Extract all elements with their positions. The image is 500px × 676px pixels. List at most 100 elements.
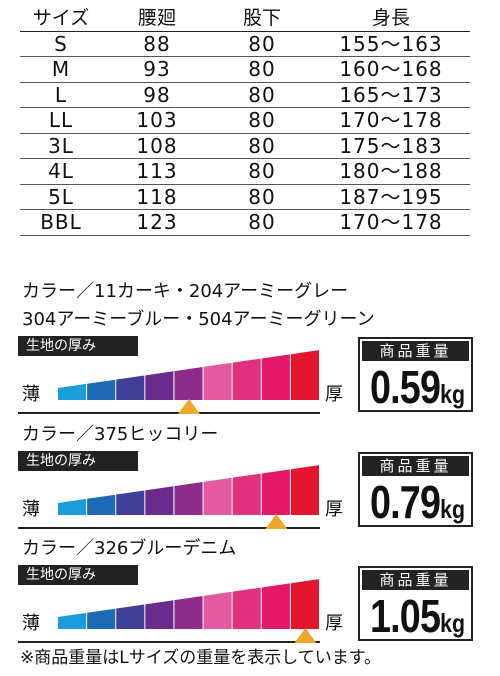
cell-waist: 93 <box>102 56 212 83</box>
cell-height: 160～168 <box>312 56 470 83</box>
thick-label: 厚 <box>325 384 343 405</box>
thick-label: 厚 <box>325 499 343 520</box>
weight-value: 0.79kg <box>369 476 465 538</box>
weight-box: 商品重量 0.59kg <box>358 337 473 412</box>
thickness-segment <box>87 608 116 629</box>
thickness-scale <box>18 451 320 529</box>
thickness-segment <box>145 600 174 629</box>
cell-size: L <box>20 82 102 108</box>
thickness-segment <box>261 469 290 515</box>
cell-waist: 113 <box>102 158 212 185</box>
color-title-line-1: カラー／11カーキ・204アーミーグレー <box>22 281 349 302</box>
cell-waist: 123 <box>102 209 212 236</box>
cell-height: 180～188 <box>312 158 470 185</box>
thickness-segment <box>290 465 319 515</box>
thickness-segment <box>145 371 174 400</box>
cell-size: BBL <box>20 209 102 236</box>
color-title-line-1: カラー／326ブルーデニム <box>22 538 237 559</box>
weight-number: 0.59 <box>369 361 441 413</box>
thickness-segment <box>116 604 145 629</box>
thickness-label: 生地の厚み <box>18 451 138 471</box>
thin-label: 薄 <box>22 613 40 634</box>
cell-inseam: 80 <box>212 82 312 108</box>
cell-inseam: 80 <box>212 56 312 83</box>
weight-box: 商品重量 0.79kg <box>358 452 473 527</box>
thickness-pointer <box>178 399 200 414</box>
cell-waist: 103 <box>102 107 212 134</box>
cell-height: 170～178 <box>312 107 470 134</box>
cell-waist: 108 <box>102 133 212 159</box>
thickness-meter: 生地の厚み 薄 厚 <box>18 565 343 643</box>
cell-inseam: 80 <box>212 209 312 236</box>
thickness-segment <box>203 591 232 629</box>
cell-size: S <box>20 31 102 57</box>
thickness-meter: 生地の厚み 薄 厚 <box>18 451 343 529</box>
thickness-segment <box>58 612 87 629</box>
size-table-header: サイズ 腰廻 股下 身長 <box>20 6 470 32</box>
thickness-segment <box>116 490 145 515</box>
header-height: 身長 <box>312 6 470 32</box>
cell-inseam: 80 <box>212 184 312 210</box>
thickness-segment <box>261 354 290 400</box>
header-waist: 腰廻 <box>102 6 212 32</box>
thickness-segment <box>87 379 116 400</box>
thickness-scale-graphic <box>58 579 319 643</box>
thickness-segment <box>232 473 261 515</box>
thick-label: 厚 <box>325 613 343 634</box>
footnote: ※商品重量はLサイズの重量を表示しています。 <box>20 648 381 668</box>
cell-waist: 88 <box>102 31 212 57</box>
weight-value: 1.05kg <box>369 590 465 652</box>
cell-height: 187～195 <box>312 184 470 210</box>
thin-label: 薄 <box>22 499 40 520</box>
thickness-meter: 生地の厚み 薄 厚 <box>18 336 343 414</box>
cell-inseam: 80 <box>212 107 312 134</box>
thickness-segment <box>174 367 203 400</box>
thickness-segment <box>290 350 319 400</box>
table-row: 3L 108 80 175～183 <box>20 133 470 159</box>
table-row: 4L 113 80 180～188 <box>20 158 470 185</box>
cell-inseam: 80 <box>212 158 312 185</box>
cell-size: 4L <box>20 158 102 185</box>
cell-waist: 98 <box>102 82 212 108</box>
thickness-label: 生地の厚み <box>18 336 138 356</box>
color-title-line-1: カラー／375ヒッコリー <box>22 424 219 445</box>
thickness-segment <box>174 596 203 629</box>
weight-box: 商品重量 1.05kg <box>358 566 473 641</box>
cell-inseam: 80 <box>212 133 312 159</box>
table-row: S 88 80 155～163 <box>20 31 470 57</box>
thickness-segment <box>58 383 87 400</box>
header-inseam: 股下 <box>212 6 312 32</box>
cell-size: 5L <box>20 184 102 210</box>
table-row: 5L 118 80 187～195 <box>20 184 470 210</box>
size-table: サイズ 腰廻 股下 身長 S 88 80 155～163 M 93 80 160… <box>20 6 470 236</box>
weight-unit: kg <box>440 379 466 409</box>
cell-size: M <box>20 56 102 83</box>
cell-size: LL <box>20 107 102 134</box>
weight-number: 1.05 <box>369 590 441 642</box>
thickness-scale-graphic <box>58 350 319 414</box>
thickness-segment <box>58 498 87 515</box>
table-row: BBL 123 80 170～178 <box>20 209 470 236</box>
table-row: L 98 80 165～173 <box>20 82 470 108</box>
cell-inseam: 80 <box>212 31 312 57</box>
thickness-pointer <box>265 514 288 529</box>
table-row: LL 103 80 170～178 <box>20 107 470 134</box>
thickness-scale <box>18 565 320 643</box>
cell-waist: 118 <box>102 184 212 210</box>
cell-height: 170～178 <box>312 209 470 236</box>
thickness-segment <box>145 486 174 515</box>
thickness-segment <box>116 375 145 400</box>
cell-height: 155～163 <box>312 31 470 57</box>
weight-number: 0.79 <box>369 476 441 528</box>
thickness-segment <box>232 587 261 629</box>
weight-unit: kg <box>440 608 466 638</box>
thickness-segment <box>261 583 290 629</box>
thickness-segment <box>87 494 116 515</box>
thickness-segment <box>203 477 232 515</box>
weight-label: 商品重量 <box>362 341 469 361</box>
cell-height: 175～183 <box>312 133 470 159</box>
thickness-segment <box>174 482 203 515</box>
table-row: M 93 80 160～168 <box>20 56 470 83</box>
thickness-scale-graphic <box>58 465 319 529</box>
color-title-line-2: 304アーミーブルー・504アーミーグリーン <box>22 309 375 330</box>
